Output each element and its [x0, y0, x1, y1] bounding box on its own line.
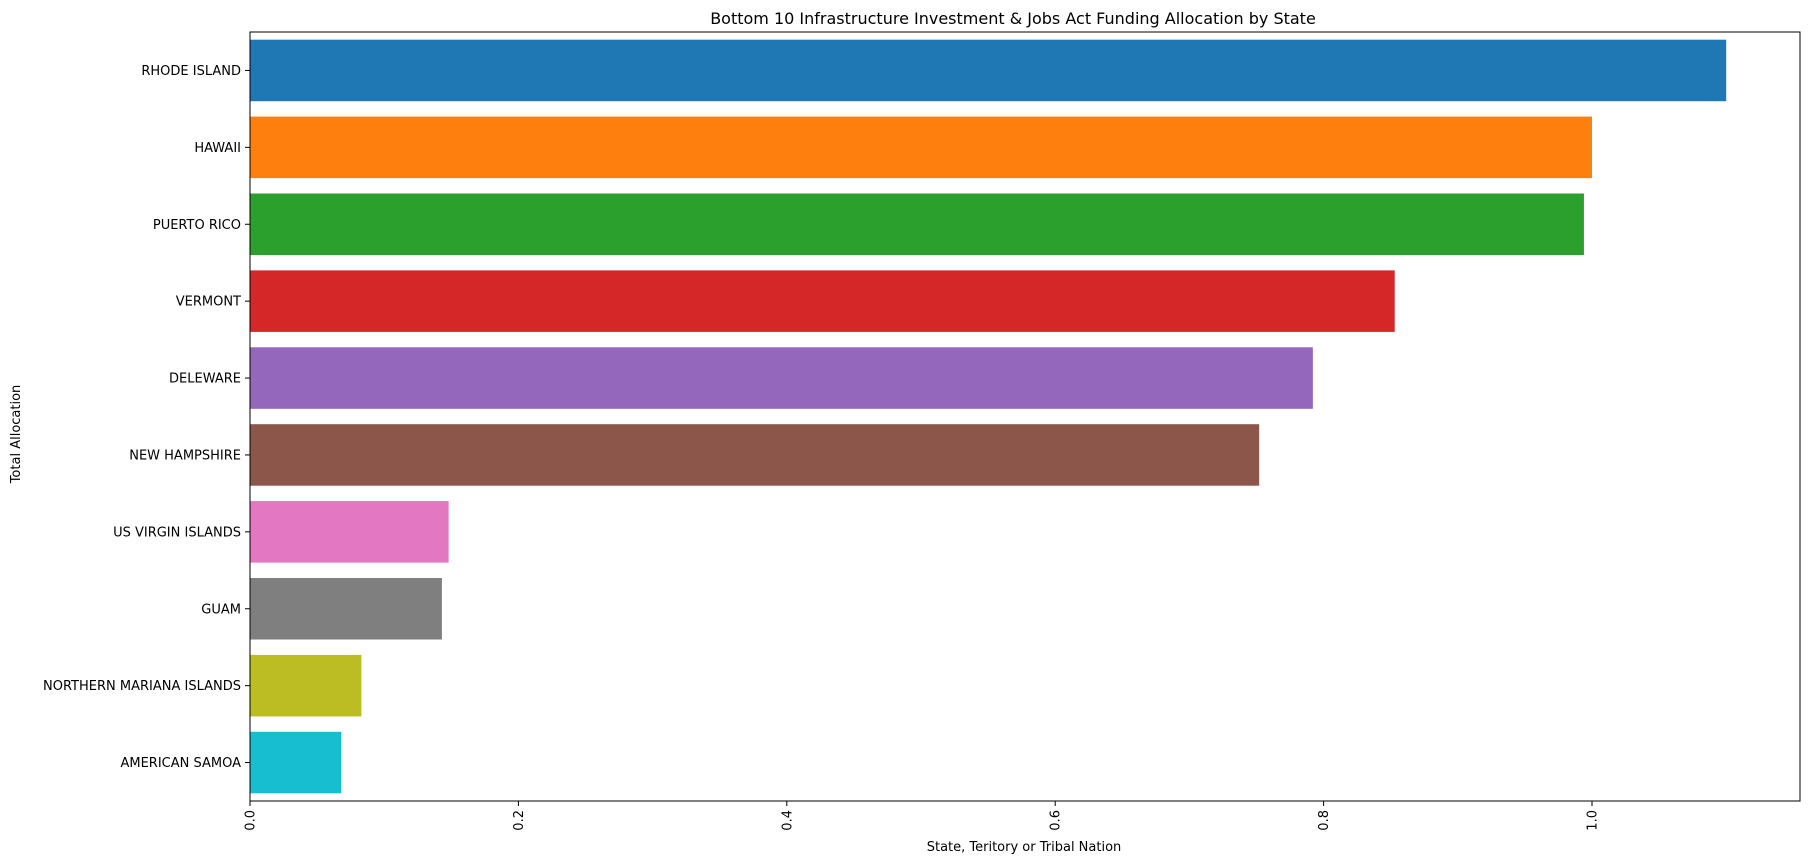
y-tick-label: GUAM: [201, 602, 241, 617]
plot-frame: [249, 31, 1801, 802]
bar-puerto-rico: [250, 193, 1584, 256]
bar-hawaii: [250, 116, 1592, 179]
bar-american-samoa: [250, 731, 342, 794]
bar-northern-mariana-islands: [250, 654, 362, 717]
y-tick-label: NORTHERN MARIANA ISLANDS: [43, 679, 241, 694]
y-tick-label: RHODE ISLAND: [141, 64, 241, 79]
y-tick-label: PUERTO RICO: [153, 218, 241, 233]
bar-guam: [250, 577, 442, 640]
y-tick-label: VERMONT: [176, 295, 241, 310]
chart-title: Bottom 10 Infrastructure Investment & Jo…: [710, 9, 1316, 28]
y-axis-label: Total Allocation: [9, 385, 24, 485]
x-axis-ticks: 0.0 0.2 0.4 0.6 0.8 1.0: [244, 801, 1600, 831]
x-tick-label: 0.2: [512, 810, 527, 831]
y-tick-label: NEW HAMPSHIRE: [129, 448, 241, 463]
y-axis-ticks: RHODE ISLAND HAWAII PUERTO RICO VERMONT DELE…: [43, 64, 250, 771]
y-tick-label: AMERICAN SAMOA: [120, 756, 241, 771]
bar-deleware: [250, 347, 1313, 409]
bar-vermont: [250, 270, 1395, 332]
x-tick-label: 0.4: [780, 810, 795, 831]
x-tick-label: 0.6: [1049, 810, 1064, 831]
x-tick-label: 1.0: [1585, 810, 1600, 831]
y-tick-label: US VIRGIN ISLANDS: [113, 525, 241, 540]
x-axis-label: State, Teritory or Tribal Nation: [927, 840, 1122, 855]
bar-us-virgin-islands: [250, 501, 449, 563]
y-tick-label: HAWAII: [194, 141, 241, 156]
bars-group: [250, 39, 1727, 794]
bar-new-hampshire: [250, 424, 1260, 486]
bar-rhode-island: [250, 39, 1727, 102]
x-tick-label: 0.8: [1317, 810, 1332, 831]
x-tick-label: 0.0: [244, 810, 259, 831]
y-tick-label: DELEWARE: [169, 372, 241, 387]
